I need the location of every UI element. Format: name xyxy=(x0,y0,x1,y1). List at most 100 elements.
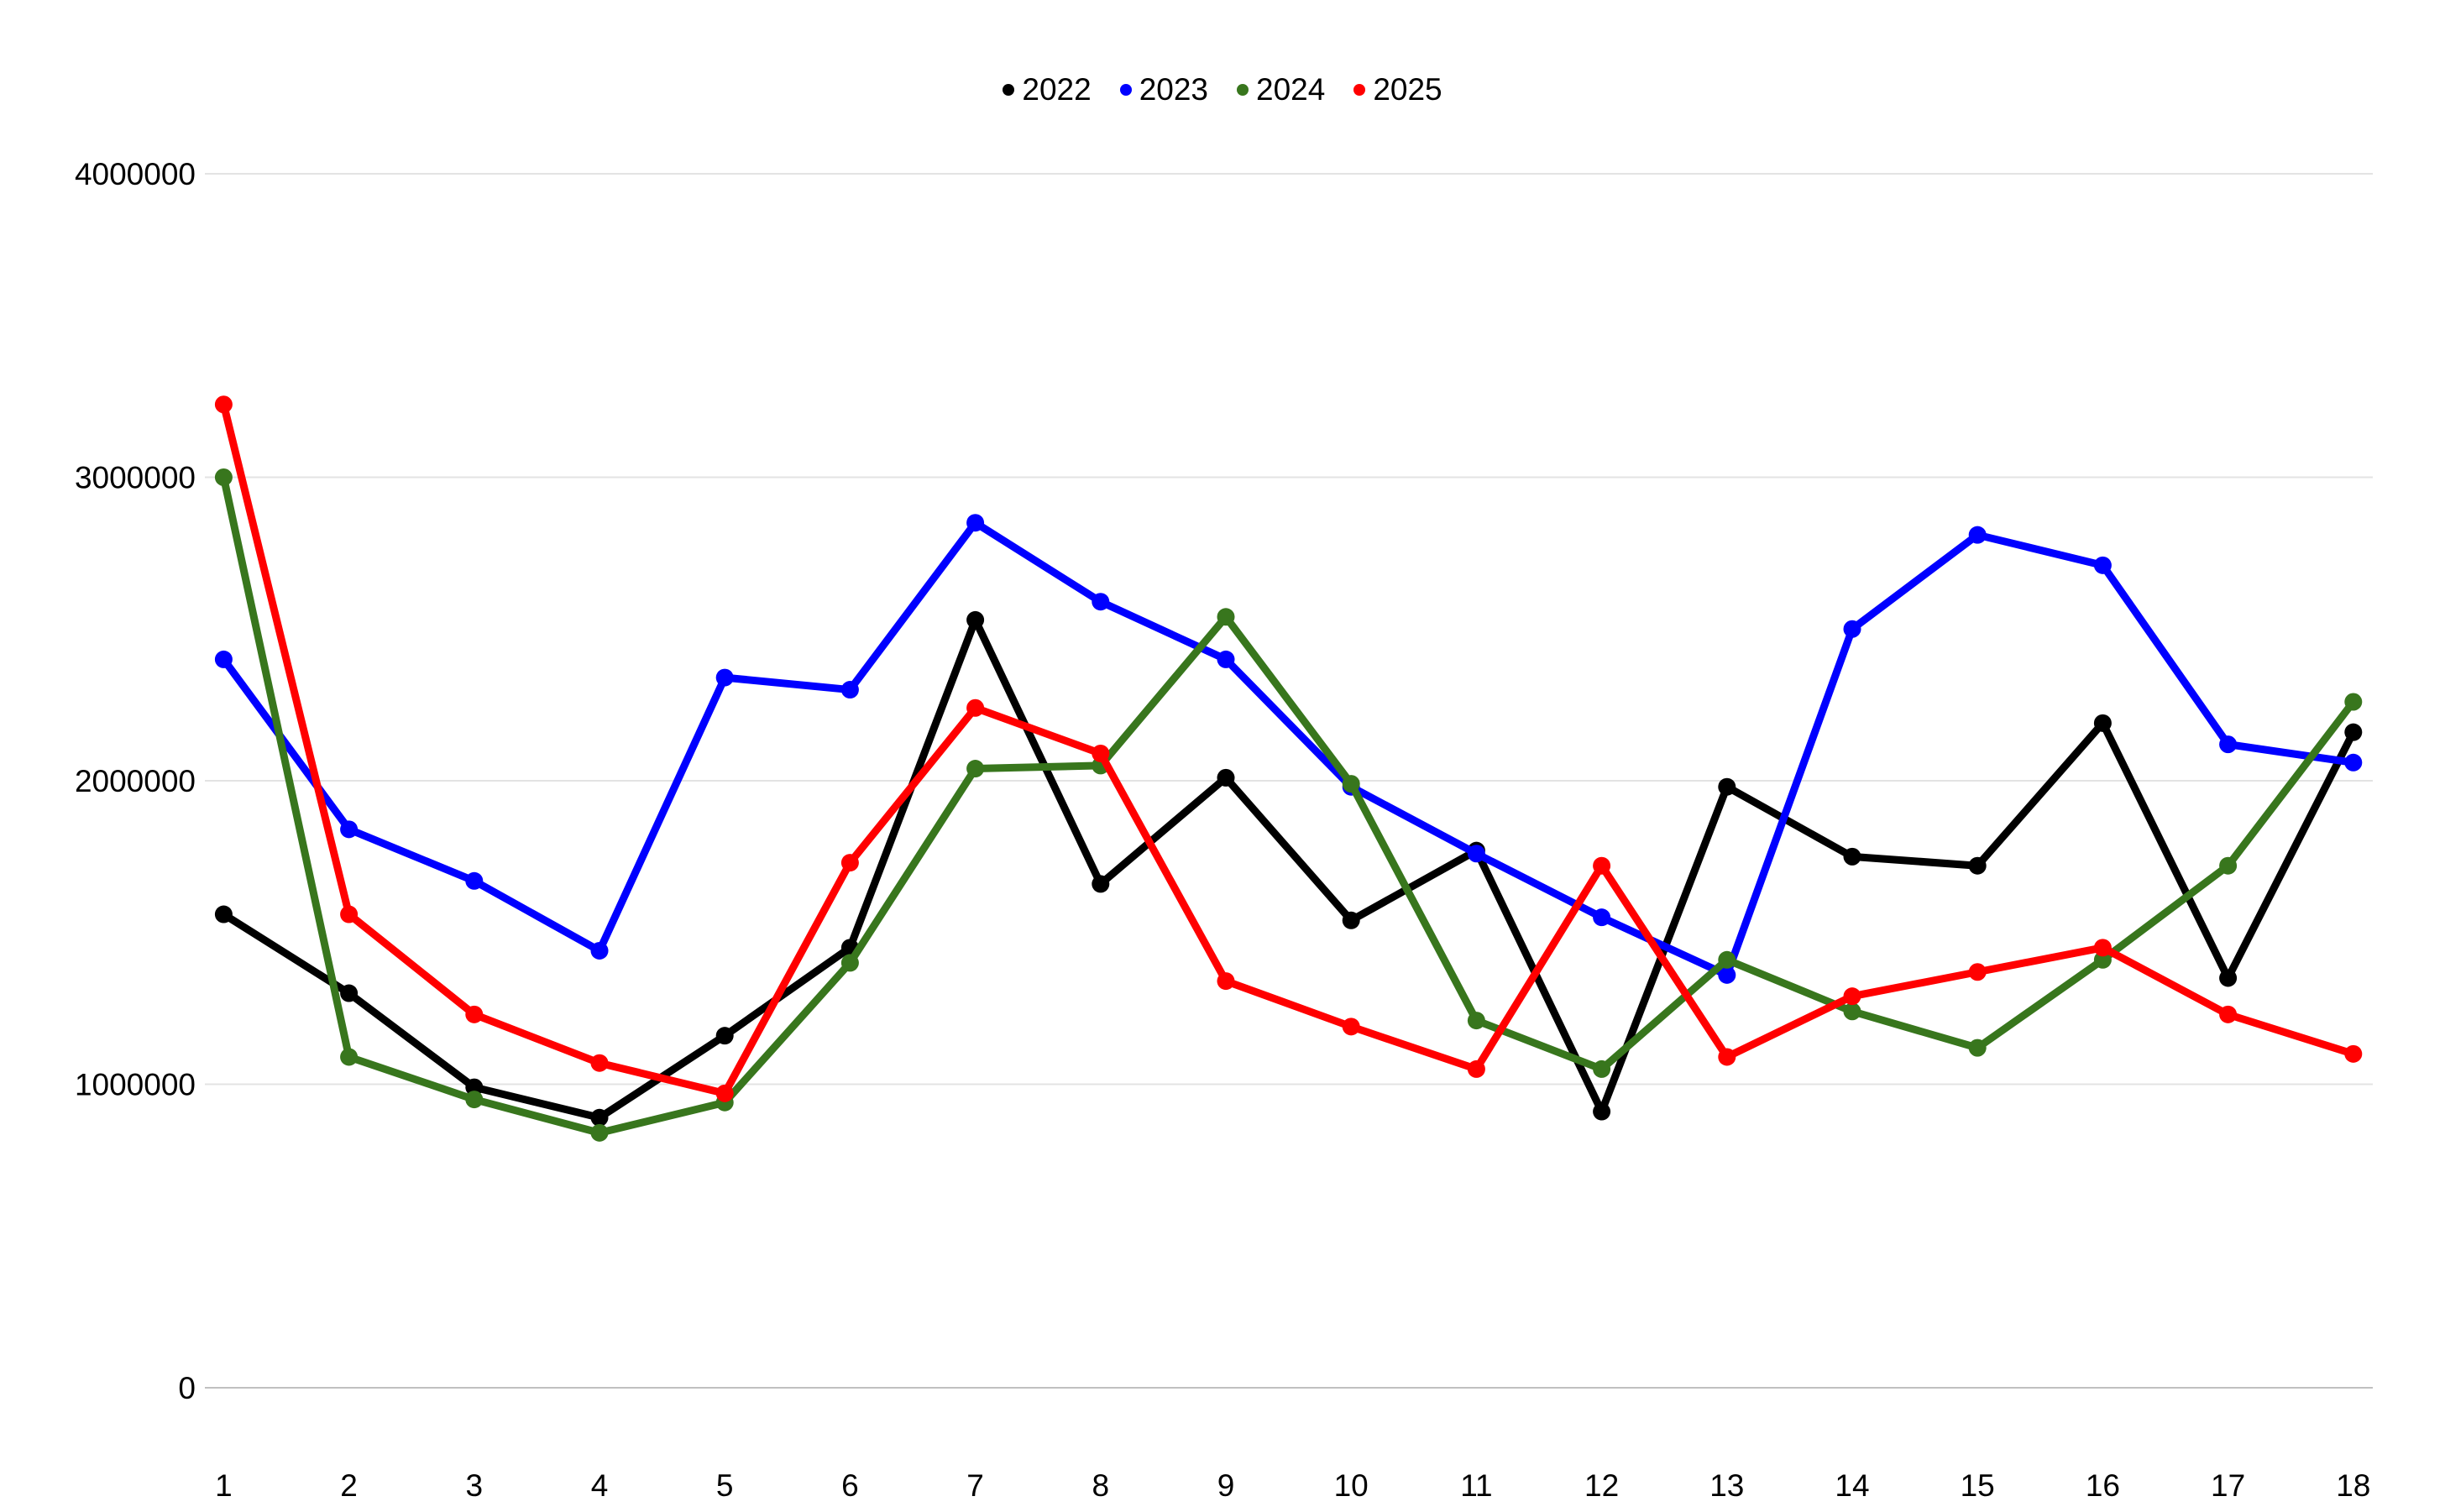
data-point-2022-x2[interactable] xyxy=(340,984,359,1002)
data-point-2025-x18[interactable] xyxy=(2344,1044,2363,1063)
data-point-2024-x14[interactable] xyxy=(1843,1002,1861,1021)
data-point-2022-x3[interactable] xyxy=(465,1078,484,1096)
data-point-2023-x7[interactable] xyxy=(966,514,985,532)
x-axis-tick-label: 8 xyxy=(1092,1468,1110,1503)
data-point-2023-x8[interactable] xyxy=(1092,593,1110,611)
data-point-2022-x7[interactable] xyxy=(966,610,985,629)
data-point-2022-x15[interactable] xyxy=(1968,856,1987,875)
data-point-2025-x6[interactable] xyxy=(840,854,859,872)
data-point-2022-x8[interactable] xyxy=(1092,875,1110,893)
data-point-2025-x13[interactable] xyxy=(1718,1048,1736,1066)
data-point-2023-x2[interactable] xyxy=(340,820,359,839)
legend-label: 2024 xyxy=(1256,72,1326,107)
data-point-2024-x13[interactable] xyxy=(1718,950,1736,969)
data-point-2023-x6[interactable] xyxy=(840,681,859,699)
data-point-2024-x2[interactable] xyxy=(340,1048,359,1066)
data-point-2022-x17[interactable] xyxy=(2219,969,2238,987)
data-point-2024-x9[interactable] xyxy=(1217,608,1235,626)
legend-swatch-icon xyxy=(1237,83,1249,96)
data-point-2025-x11[interactable] xyxy=(1467,1059,1485,1078)
legend-swatch-icon xyxy=(1003,83,1015,96)
data-point-2024-x17[interactable] xyxy=(2219,856,2238,875)
data-point-2024-x18[interactable] xyxy=(2344,693,2363,711)
x-axis-tick-label: 4 xyxy=(591,1468,609,1503)
data-point-2023-x4[interactable] xyxy=(590,941,609,960)
data-point-2024-x16[interactable] xyxy=(2093,950,2112,969)
x-axis-tick-label: 14 xyxy=(1835,1468,1869,1503)
legend-item-2022[interactable]: 2022 xyxy=(1003,74,1092,105)
data-point-2022-x18[interactable] xyxy=(2344,723,2363,741)
data-point-2023-x17[interactable] xyxy=(2219,735,2238,754)
y-axis-tick-label: 0 xyxy=(178,1371,196,1405)
data-point-2024-x3[interactable] xyxy=(465,1091,484,1109)
legend-item-2025[interactable]: 2025 xyxy=(1353,74,1442,105)
data-point-2025-x3[interactable] xyxy=(465,1005,484,1023)
data-point-2022-x9[interactable] xyxy=(1217,768,1235,787)
chart-legend: 2022 2023 2024 2025 xyxy=(0,74,2445,105)
data-point-2022-x13[interactable] xyxy=(1718,777,1736,796)
x-axis-tick-label: 2 xyxy=(340,1468,358,1503)
data-point-2024-x4[interactable] xyxy=(590,1123,609,1142)
data-point-2022-x10[interactable] xyxy=(1342,911,1360,929)
legend-swatch-icon xyxy=(1119,83,1132,96)
data-point-2023-x13[interactable] xyxy=(1718,965,1736,984)
data-point-2023-x3[interactable] xyxy=(465,871,484,890)
data-point-2022-x5[interactable] xyxy=(715,1027,734,1045)
x-axis-tick-label: 7 xyxy=(966,1468,984,1503)
series-line-2022 xyxy=(219,615,2358,1122)
data-point-2023-x15[interactable] xyxy=(1968,526,1987,544)
data-point-2024-x7[interactable] xyxy=(966,760,985,778)
data-point-2025-x2[interactable] xyxy=(340,905,359,923)
data-point-2025-x5[interactable] xyxy=(715,1084,734,1102)
data-point-2024-x11[interactable] xyxy=(1467,1012,1485,1030)
y-axis-tick-label: 1000000 xyxy=(75,1068,196,1102)
data-point-2025-x4[interactable] xyxy=(590,1054,609,1072)
x-axis-tick-label: 18 xyxy=(2336,1468,2370,1503)
data-point-2025-x12[interactable] xyxy=(1593,856,1611,875)
data-point-2023-x11[interactable] xyxy=(1467,845,1485,863)
x-axis-tick-label: 9 xyxy=(1217,1468,1235,1503)
data-point-2025-x17[interactable] xyxy=(2219,1005,2238,1023)
y-axis-tick-label: 2000000 xyxy=(75,764,196,798)
y-axis-tick-label: 3000000 xyxy=(75,461,196,495)
x-axis-tick-label: 1 xyxy=(215,1468,233,1503)
data-point-2024-x12[interactable] xyxy=(1593,1059,1611,1078)
data-point-2025-x16[interactable] xyxy=(2093,939,2112,957)
data-point-2025-x7[interactable] xyxy=(966,698,985,717)
data-point-2023-x18[interactable] xyxy=(2344,753,2363,772)
data-point-2023-x9[interactable] xyxy=(1217,650,1235,668)
data-point-2025-x1[interactable] xyxy=(214,395,233,414)
data-point-2023-x12[interactable] xyxy=(1593,908,1611,927)
x-axis-tick-label: 11 xyxy=(1460,1468,1492,1503)
data-point-2022-x4[interactable] xyxy=(590,1108,609,1127)
data-point-2025-x14[interactable] xyxy=(1843,987,1861,1006)
data-point-2025-x9[interactable] xyxy=(1217,972,1235,991)
data-point-2024-x15[interactable] xyxy=(1968,1039,1987,1057)
legend-item-2023[interactable]: 2023 xyxy=(1119,72,1208,107)
data-point-2024-x1[interactable] xyxy=(214,468,233,486)
data-point-2022-x14[interactable] xyxy=(1843,847,1861,866)
series-line-2024 xyxy=(219,473,2358,1137)
data-point-2025-x8[interactable] xyxy=(1092,744,1110,762)
data-point-2024-x10[interactable] xyxy=(1342,775,1360,793)
data-point-2023-x5[interactable] xyxy=(715,668,734,687)
series-line-2023 xyxy=(219,519,2358,979)
data-point-2023-x14[interactable] xyxy=(1843,620,1861,638)
data-point-2024-x6[interactable] xyxy=(840,954,859,972)
legend-item-2024[interactable]: 2024 xyxy=(1237,74,1325,105)
data-point-2023-x1[interactable] xyxy=(214,650,233,668)
data-point-2025-x10[interactable] xyxy=(1342,1018,1360,1036)
x-axis-tick-label: 13 xyxy=(1709,1468,1744,1503)
x-axis-tick-label: 6 xyxy=(841,1468,859,1503)
data-point-2025-x15[interactable] xyxy=(1968,963,1987,981)
data-point-2022-x16[interactable] xyxy=(2093,714,2112,732)
legend-label: 2023 xyxy=(1139,72,1208,107)
x-axis-tick-label: 12 xyxy=(1584,1468,1619,1503)
data-point-2022-x12[interactable] xyxy=(1593,1102,1611,1121)
x-axis-tick-label: 15 xyxy=(1961,1468,1995,1503)
legend-swatch-icon xyxy=(1353,83,1366,96)
data-point-2023-x16[interactable] xyxy=(2093,556,2112,574)
data-point-2022-x1[interactable] xyxy=(214,905,233,923)
